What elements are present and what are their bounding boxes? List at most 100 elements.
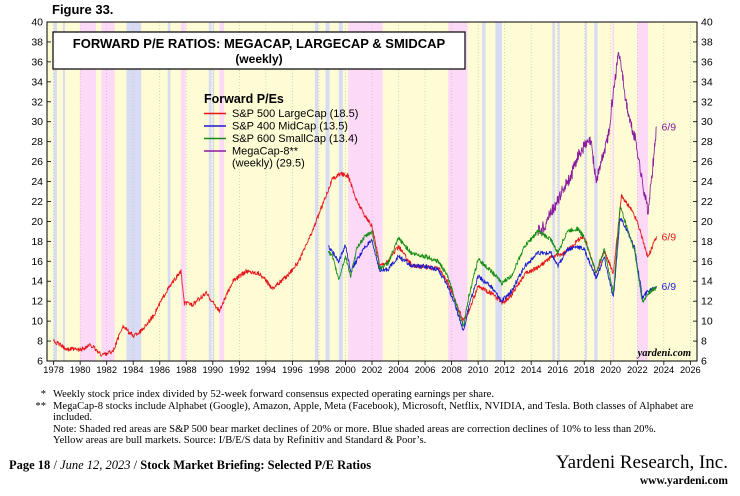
report-date: June 12, 2023 (60, 458, 131, 472)
x-tick-label: 1982 (96, 365, 117, 375)
correction-region (212, 22, 215, 361)
correction-region (208, 22, 212, 361)
bear-market-region (180, 22, 186, 361)
bear-market-region (448, 22, 468, 361)
x-tick-label: 2020 (600, 365, 621, 375)
chart-title: FORWARD P/E RATIOS: MEGACAP, LARGECAP & … (73, 36, 446, 51)
legend: Forward P/Es S&P 500 LargeCap (18.5)S&P 4… (204, 92, 358, 170)
bear-market-region (80, 22, 97, 361)
series-line (327, 206, 657, 327)
y-tick-label-left: 34 (31, 76, 43, 88)
x-tick-label: 1992 (229, 365, 250, 375)
brand-url: www.yardeni.com (639, 475, 728, 487)
bear-market-region (637, 22, 648, 361)
x-tick-label: 1998 (309, 365, 330, 375)
series-line (53, 171, 657, 357)
correction-region (325, 22, 330, 361)
correction-region (552, 22, 556, 361)
correction-region (314, 22, 319, 361)
y-tick-label-right: 22 (701, 196, 713, 208)
y-tick-label-right: 16 (701, 256, 713, 268)
correction-region (482, 22, 486, 361)
x-tick-label: 2014 (521, 365, 542, 375)
series-lines (53, 52, 657, 357)
legend-label: (weekly) (29.5) (232, 158, 305, 170)
x-tick-label: 1994 (256, 365, 277, 375)
x-tick-label: 2018 (574, 365, 595, 375)
x-tick-label: 2006 (415, 365, 436, 375)
y-tick-label-right: 12 (701, 296, 713, 308)
y-tick-label-left: 10 (31, 316, 43, 328)
y-tick-label-left: 22 (31, 196, 43, 208)
y-tick-label-right: 10 (701, 316, 713, 328)
y-tick-label-right: 6 (701, 356, 707, 368)
x-tick-label: 1984 (123, 365, 144, 375)
series-end-label: 6/9 (662, 231, 677, 243)
title-box-frame (52, 31, 466, 70)
y-tick-label-left: 14 (31, 276, 43, 288)
correction-region (126, 22, 142, 361)
correction-region (62, 22, 65, 361)
y-tick-label-right: 40 (701, 17, 713, 29)
series-end-label: 6/9 (662, 281, 677, 293)
y-tick-label-right: 20 (701, 216, 713, 228)
y-tick-label-left: 26 (31, 156, 43, 168)
y-tick-label-left: 36 (31, 56, 43, 68)
y-tick-label-left: 24 (31, 176, 43, 188)
correction-region (338, 22, 343, 361)
y-tick-label-right: 32 (701, 96, 713, 108)
y-tick-label-right: 36 (701, 56, 713, 68)
x-tick-label: 2022 (627, 365, 648, 375)
legend-label: MegaCap-8** (232, 146, 299, 158)
y-tick-label-right: 14 (701, 276, 713, 288)
x-tick-label: 2004 (388, 365, 409, 375)
y-tick-label-left: 8 (37, 336, 43, 348)
y-tick-label-left: 28 (31, 136, 43, 148)
x-tick-label: 2008 (441, 365, 462, 375)
figure-label: Figure 33. (52, 2, 114, 17)
y-tick-label-left: 16 (31, 256, 43, 268)
chart-title-box: FORWARD P/E RATIOS: MEGACAP, LARGECAP & … (52, 31, 466, 70)
x-tick-label: 1980 (70, 365, 91, 375)
y-tick-label-right: 30 (701, 116, 713, 128)
x-tick-label: 1988 (176, 365, 197, 375)
footnote-4: Yellow areas are bull markets. Source: I… (53, 435, 427, 447)
footnote-2: ** MegaCap-8 stocks include Alphabet (Goo… (35, 400, 694, 424)
watermark: yardeni.com (636, 348, 691, 359)
correction-region (167, 22, 171, 361)
report-section: Stock Market Briefing: Selected P/E Rati… (140, 458, 372, 472)
page-footer: Page 18 / June 12, 2023 / Stock Market B… (9, 458, 372, 472)
y-tick-label-left: 38 (31, 36, 43, 48)
y-tick-label-left: 40 (31, 17, 43, 29)
x-tick-label: 1990 (202, 365, 223, 375)
brand-name: Yardeni Research, Inc. (555, 452, 728, 473)
y-tick-label-right: 28 (701, 136, 713, 148)
x-tick-label: 2010 (468, 365, 489, 375)
correction-region (584, 22, 587, 361)
page-number: Page 18 (9, 458, 51, 472)
x-tick-label: 2002 (362, 365, 383, 375)
legend-label: S&P 600 SmallCap (13.4) (232, 133, 358, 145)
y-tick-label-left: 32 (31, 96, 43, 108)
shaded-regions (47, 22, 697, 361)
series-line (537, 52, 657, 236)
x-tick-label: 2000 (335, 365, 356, 375)
y-tick-label-right: 18 (701, 236, 713, 248)
correction-region (594, 22, 598, 361)
y-tick-label-left: 12 (31, 296, 43, 308)
x-tick-label: 2026 (680, 365, 701, 375)
x-tick-label: 2012 (494, 365, 515, 375)
x-tick-label: 1986 (149, 365, 170, 375)
footnotes: * Weekly stock price index divided by 52-… (26, 389, 716, 447)
x-tick-label: 1978 (43, 365, 64, 375)
y-tick-label-right: 8 (701, 336, 707, 348)
x-tick-label: 2024 (653, 365, 674, 375)
legend-title: Forward P/Es (204, 92, 284, 106)
y-tick-label-right: 24 (701, 176, 713, 188)
footnote-1: * Weekly stock price index divided by 52-… (40, 389, 494, 400)
chart-subtitle: (weekly) (235, 52, 282, 66)
bear-market-region (612, 22, 615, 361)
y-tick-label-left: 30 (31, 116, 43, 128)
